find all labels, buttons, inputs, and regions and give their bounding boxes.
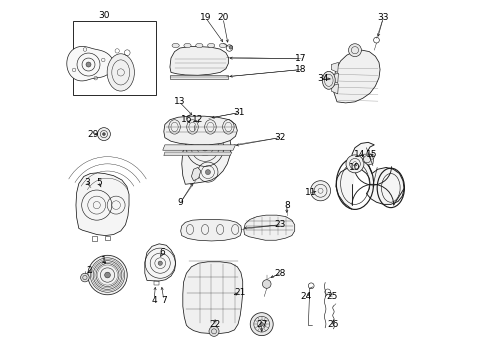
Circle shape <box>88 255 127 295</box>
Text: 34: 34 <box>317 75 328 84</box>
Polygon shape <box>144 244 175 281</box>
Text: 19: 19 <box>200 13 211 22</box>
Text: 1: 1 <box>101 256 106 265</box>
Text: 20: 20 <box>217 13 228 22</box>
Circle shape <box>97 128 110 140</box>
Polygon shape <box>182 126 230 184</box>
Polygon shape <box>335 142 403 210</box>
Text: 4: 4 <box>151 296 157 305</box>
Circle shape <box>228 45 232 49</box>
Polygon shape <box>76 173 129 235</box>
Text: 15: 15 <box>366 150 377 159</box>
Polygon shape <box>362 154 373 165</box>
Circle shape <box>158 261 162 265</box>
Circle shape <box>104 272 110 278</box>
Text: 13: 13 <box>173 97 184 106</box>
Text: 22: 22 <box>209 320 220 329</box>
Polygon shape <box>180 220 241 241</box>
Polygon shape <box>67 46 113 81</box>
Text: 21: 21 <box>234 288 245 297</box>
Polygon shape <box>169 75 228 79</box>
Text: 17: 17 <box>295 54 306 63</box>
Circle shape <box>348 44 361 57</box>
Text: 27: 27 <box>256 320 267 329</box>
Ellipse shape <box>322 71 335 89</box>
Circle shape <box>208 326 219 336</box>
Text: 24: 24 <box>300 292 311 301</box>
Text: 23: 23 <box>273 220 285 229</box>
Circle shape <box>202 144 208 151</box>
Text: 31: 31 <box>233 108 244 117</box>
Polygon shape <box>330 62 338 72</box>
Ellipse shape <box>207 43 214 48</box>
Text: 8: 8 <box>284 201 289 210</box>
Text: 32: 32 <box>273 133 285 142</box>
Text: 29: 29 <box>87 130 99 139</box>
Text: 14: 14 <box>353 150 364 159</box>
Text: 33: 33 <box>377 13 388 22</box>
Circle shape <box>262 280 270 288</box>
Circle shape <box>102 133 105 135</box>
Text: 3: 3 <box>84 178 90 187</box>
Ellipse shape <box>183 43 191 48</box>
Text: 30: 30 <box>98 10 109 19</box>
Polygon shape <box>330 84 338 94</box>
Polygon shape <box>73 21 155 95</box>
Ellipse shape <box>107 54 134 91</box>
Text: 12: 12 <box>191 115 203 124</box>
Circle shape <box>81 273 89 282</box>
Text: 2: 2 <box>86 266 92 275</box>
Polygon shape <box>163 152 231 156</box>
Text: 7: 7 <box>161 296 166 305</box>
Polygon shape <box>163 145 235 150</box>
Text: 18: 18 <box>295 65 306 74</box>
Ellipse shape <box>219 43 226 48</box>
Polygon shape <box>163 116 237 145</box>
Circle shape <box>205 170 210 175</box>
Circle shape <box>250 313 273 336</box>
Text: 5: 5 <box>96 178 102 187</box>
Polygon shape <box>191 167 201 181</box>
Circle shape <box>86 62 91 67</box>
Text: 9: 9 <box>178 198 183 207</box>
Circle shape <box>260 322 263 326</box>
Polygon shape <box>169 46 228 75</box>
Text: 6: 6 <box>160 248 165 257</box>
Text: 26: 26 <box>327 320 339 329</box>
Circle shape <box>190 118 198 126</box>
Polygon shape <box>183 262 242 333</box>
Text: 28: 28 <box>273 269 285 278</box>
Circle shape <box>310 181 330 201</box>
Ellipse shape <box>195 43 203 48</box>
Ellipse shape <box>172 43 179 48</box>
Polygon shape <box>333 50 379 103</box>
Circle shape <box>346 155 363 173</box>
Text: 11: 11 <box>305 188 316 197</box>
Polygon shape <box>330 73 338 83</box>
Polygon shape <box>244 215 294 240</box>
Text: 16: 16 <box>181 115 192 124</box>
Text: 10: 10 <box>348 163 360 172</box>
Text: 25: 25 <box>326 292 337 301</box>
